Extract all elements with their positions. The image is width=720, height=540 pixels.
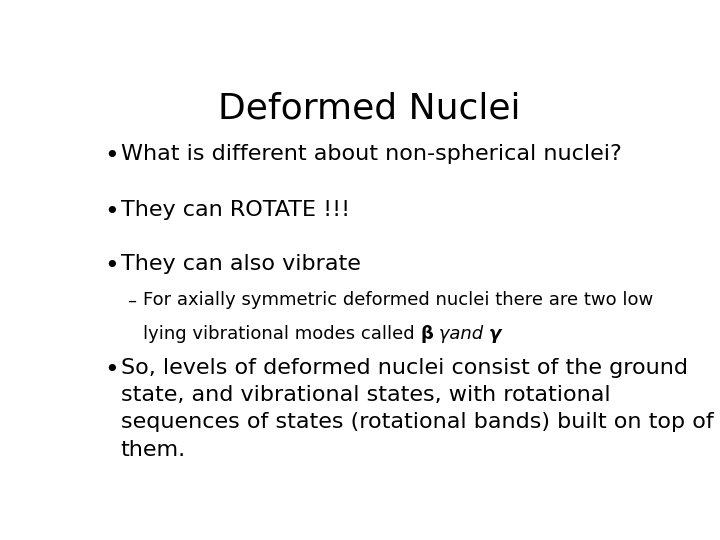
Text: γ: γ [489, 325, 501, 343]
Text: So, levels of deformed nuclei consist of the ground
state, and vibrational state: So, levels of deformed nuclei consist of… [121, 358, 714, 460]
Text: What is different about non-spherical nuclei?: What is different about non-spherical nu… [121, 144, 621, 164]
Text: •: • [104, 200, 119, 224]
Text: γand: γand [433, 325, 489, 343]
Text: •: • [104, 254, 119, 278]
Text: They can also vibrate: They can also vibrate [121, 254, 361, 274]
Text: lying vibrational modes called: lying vibrational modes called [143, 325, 420, 343]
Text: •: • [104, 144, 119, 168]
Text: Deformed Nuclei: Deformed Nuclei [217, 92, 521, 126]
Text: –: – [127, 292, 136, 309]
Text: •: • [104, 358, 119, 382]
Text: They can ROTATE !!!: They can ROTATE !!! [121, 200, 350, 220]
Text: β: β [420, 325, 433, 343]
Text: For axially symmetric deformed nuclei there are two low: For axially symmetric deformed nuclei th… [143, 292, 653, 309]
